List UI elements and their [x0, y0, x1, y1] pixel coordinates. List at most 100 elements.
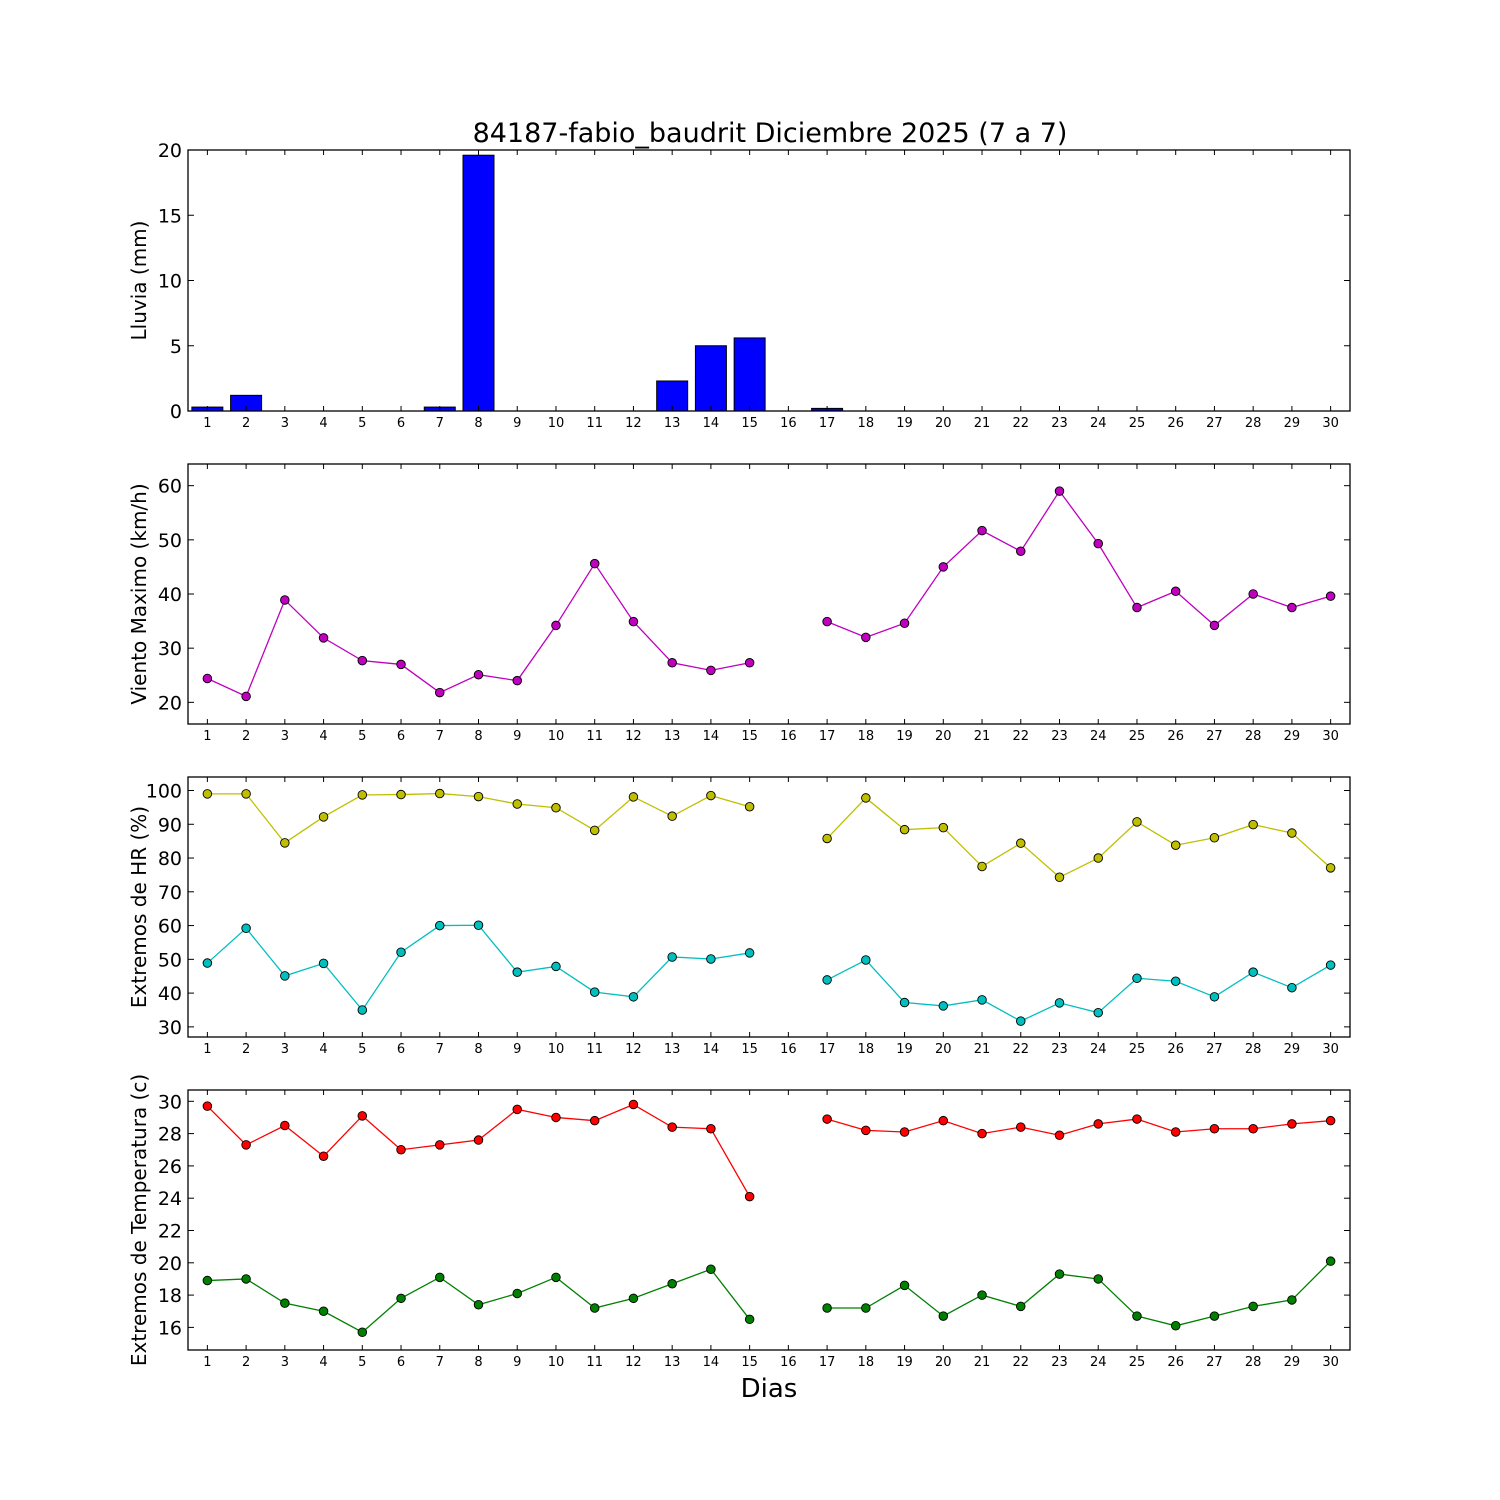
humidity-panel: 1 2 3 4 5 6 7 8 9 10 11 12 13 14 15 16 17 18 19 20 21 22 23 24 2…: [127, 776, 1351, 1057]
temp-min-point-day-22: [1016, 1301, 1026, 1312]
hr-min-point-day-27: [1209, 992, 1220, 1002]
wind-panel: 1 2 3 4 5 6 7 8 9 10 11 12 13 14 15 16 17 18 19 20 21 22 23 24 2…: [127, 463, 1351, 744]
wind-x-tick-label: 29: [1284, 729, 1301, 744]
rain-axes: 1 2 3 4 5 6 7 8 9 10 11 12 13 14 15 16 17 18 19 20 21 22 23 24 2…: [158, 140, 1350, 431]
rain-bar-day-15: [733, 337, 766, 412]
humidity-axes: 1 2 3 4 5 6 7 8 9 10 11 12 13 14 15 16 17 18 19 20 21 22 23 24 2…: [146, 777, 1350, 1057]
temperature-panel: 1 2 3 4 5 6 7 8 9 10 11 12 13 14 15 16 17 18 19 20 21 22 23 24 2…: [127, 1074, 1351, 1370]
wind-point-day-5: [357, 655, 368, 666]
temp-min-point-day-23: [1054, 1269, 1065, 1279]
temperature-x-tick-label: 4: [319, 1355, 327, 1370]
rain-x-tick-label: 1: [203, 416, 211, 431]
humidity-x-tick-label: 23: [1051, 1042, 1068, 1057]
temperature-x-tick-label: 21: [974, 1355, 991, 1370]
rain-x-tick-label: 6: [397, 416, 405, 431]
hr-min-point-day-21: [977, 995, 987, 1005]
wind-point-day-10: [551, 620, 561, 631]
wind-x-tick-label: 30: [1322, 729, 1339, 744]
wind-point-day-12: [628, 616, 639, 627]
humidity-x-tick-label: 19: [896, 1042, 913, 1057]
temp-max-point-day-3: [280, 1120, 290, 1131]
temperature-x-tick-label: 23: [1051, 1355, 1068, 1370]
humidity-x-tick-label: 22: [1012, 1042, 1029, 1057]
humidity-x-tick-label: 21: [974, 1042, 991, 1057]
temperature-y-tick-label: 16: [158, 1317, 182, 1339]
wind-point-day-8: [473, 669, 484, 680]
humidity-x-tick-label: 3: [281, 1042, 289, 1057]
hr-max-point-day-10: [551, 802, 561, 813]
rain-x-tick-label: 21: [974, 416, 991, 431]
wind-point-day-17: [822, 616, 832, 627]
temperature-x-tick-label: 18: [858, 1355, 875, 1370]
rain-x-tick-label: 27: [1206, 416, 1223, 431]
rain-x-tick-label: 30: [1322, 416, 1339, 431]
hr-max-point-day-17: [822, 833, 832, 844]
wind-x-tick-label: 1: [203, 729, 211, 744]
wind-x-tick-label: 23: [1051, 729, 1068, 744]
wind-point-day-4: [318, 633, 329, 643]
temperature-y-tick-label: 26: [158, 1156, 182, 1178]
rain-y-tick-label: 5: [170, 336, 182, 358]
wind-x-tick-label: 4: [319, 729, 327, 744]
wind-x-tick-label: 24: [1090, 729, 1107, 744]
rain-bar-day-8: [462, 154, 495, 412]
rain-x-tick-label: 7: [436, 416, 444, 431]
wind-point-day-18: [861, 632, 871, 643]
hr-max-point-day-8: [473, 791, 484, 802]
temp-min-point-day-24: [1093, 1274, 1103, 1284]
temp-max-point-day-14: [706, 1124, 716, 1134]
hr-max-point-day-7: [435, 788, 445, 799]
temperature-x-tick-label: 17: [819, 1355, 836, 1370]
wind-x-tick-label: 27: [1206, 729, 1223, 744]
temperature-x-tick-label: 13: [664, 1355, 681, 1370]
temp-max-point-day-18: [861, 1125, 871, 1136]
temperature-x-tick-label: 19: [896, 1355, 913, 1370]
wind-series: [202, 486, 1336, 702]
hr-min-point-day-9: [512, 967, 522, 977]
humidity-x-tick-label: 8: [474, 1042, 482, 1057]
wind-x-tick-label: 6: [397, 729, 405, 744]
rain-x-tick-label: 4: [319, 416, 327, 431]
hr-max-point-day-2: [241, 789, 251, 799]
temperature-series: [202, 1099, 1336, 1337]
hr-min-point-day-18: [861, 955, 871, 965]
wind-point-day-23: [1054, 486, 1065, 496]
temperature-x-tick-label: 6: [397, 1355, 405, 1370]
wind-x-tick-label: 21: [974, 729, 991, 744]
rain-x-tick-label: 23: [1051, 416, 1068, 431]
humidity-x-tick-label: 1: [203, 1042, 211, 1057]
temp-min-point-day-26: [1170, 1321, 1181, 1331]
wind-y-tick-label: 50: [158, 530, 182, 552]
humidity-y-tick-label: 50: [158, 949, 182, 971]
rain-x-tick-label: 17: [819, 416, 836, 431]
rain-y-tick-label: 20: [158, 140, 182, 162]
temp-min-point-day-14: [706, 1264, 716, 1275]
wind-point-day-7: [435, 687, 445, 698]
temp-max-point-day-13: [667, 1122, 677, 1132]
wind-point-day-15: [744, 658, 755, 668]
hr-min-point-day-4: [318, 958, 329, 969]
temperature-x-tick-label: 20: [935, 1355, 952, 1370]
hr-max-point-day-5: [357, 790, 368, 800]
hr-max-point-day-22: [1016, 838, 1026, 848]
hr-max-point-day-26: [1170, 840, 1181, 850]
rain-bars: [191, 154, 844, 412]
temp-min-point-day-28: [1248, 1301, 1258, 1312]
wind-x-tick-label: 12: [625, 729, 642, 744]
hr-min-point-day-13: [667, 952, 677, 962]
temp-max-point-day-28: [1248, 1124, 1258, 1134]
temp-min-point-day-12: [628, 1293, 639, 1304]
temp-min-point-day-17: [822, 1303, 832, 1313]
rain-bar-day-14: [694, 345, 727, 412]
wind-point-day-27: [1209, 620, 1220, 631]
temp-max-point-day-30: [1325, 1115, 1336, 1126]
temp-max-point-day-19: [899, 1127, 910, 1137]
hr-min-point-day-28: [1248, 967, 1258, 977]
rain-x-tick-label: 25: [1129, 416, 1146, 431]
rain-x-tick-label: 10: [548, 416, 565, 431]
wind-x-tick-label: 17: [819, 729, 836, 744]
temp-min-point-day-8: [473, 1300, 484, 1310]
temp-max-point-day-23: [1054, 1130, 1065, 1140]
hr-max-point-day-9: [512, 799, 522, 809]
